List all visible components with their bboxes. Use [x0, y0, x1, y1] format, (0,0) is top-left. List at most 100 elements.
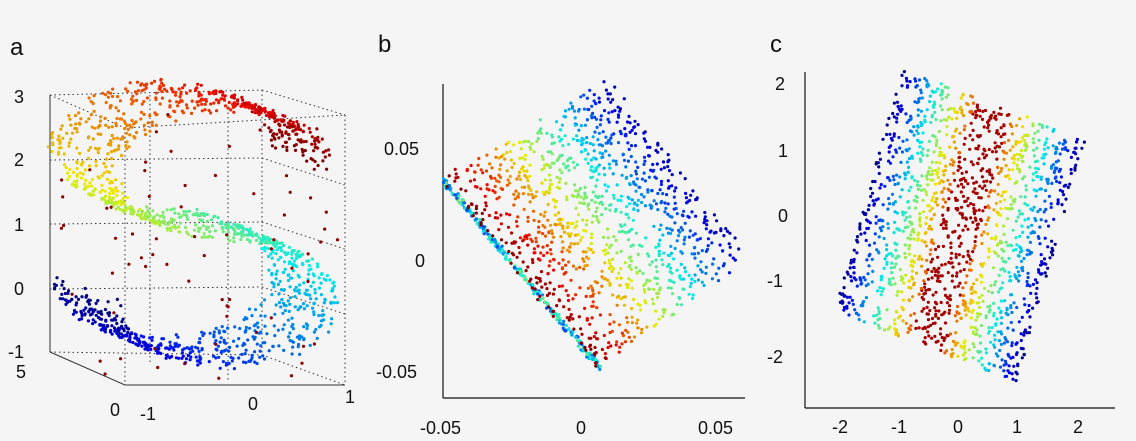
panel-b-point — [636, 252, 640, 256]
panel-c-point — [940, 313, 944, 317]
panel-c-point — [973, 239, 977, 244]
panel-a-point — [282, 260, 287, 264]
panel-b-point — [605, 243, 609, 247]
panel-c-point — [961, 294, 966, 298]
panel-b-point — [617, 350, 621, 354]
panel-c-point — [862, 275, 866, 280]
panel-a-point — [106, 95, 110, 99]
panel-a-point — [124, 205, 128, 210]
panel-c-point — [848, 295, 852, 299]
panel-b-point — [590, 104, 594, 108]
panel-a-point — [312, 149, 316, 153]
panel-a-point — [75, 173, 79, 177]
panel-a-point — [94, 313, 98, 317]
panel-a-point — [108, 186, 112, 190]
panel-c-point — [905, 215, 909, 220]
panel-c-point — [891, 202, 896, 206]
panel-c-point — [867, 243, 872, 247]
panel-a-point — [286, 299, 290, 303]
panel-a-point — [263, 110, 267, 114]
panel-b-point — [595, 178, 599, 182]
panel-b-point — [586, 152, 590, 156]
panel-c-point — [967, 348, 971, 352]
panel-b-point — [591, 300, 595, 304]
panel-c-point — [857, 317, 861, 322]
panel-a-point — [316, 262, 320, 266]
panel-a-point — [84, 120, 88, 124]
panel-c-point — [904, 148, 908, 152]
panel-c-point — [928, 252, 932, 256]
panel-c-point — [898, 195, 902, 199]
panel-c-point — [983, 286, 987, 291]
panel-b-point — [512, 265, 517, 270]
panel-b-point — [483, 208, 487, 212]
panel-c-point — [1058, 181, 1062, 185]
panel-a-point — [96, 132, 100, 136]
panel-c-point — [857, 313, 861, 317]
panel-c-point — [917, 97, 921, 101]
panel-b-point — [542, 253, 546, 258]
panel-b-point — [517, 245, 521, 250]
panel-c-point — [924, 288, 928, 292]
panel-c-point — [851, 265, 856, 269]
panel-c-point — [970, 176, 975, 180]
panel-c-point — [946, 271, 950, 275]
panel-a-x-tick: 0 — [248, 394, 258, 414]
panel-a-point — [165, 346, 169, 350]
panel-c-point — [974, 318, 978, 322]
panel-a-point — [114, 124, 118, 128]
panel-b-point — [581, 250, 586, 254]
panel-c-point — [1035, 286, 1039, 290]
panel-b-point — [703, 217, 707, 221]
panel-a-point — [71, 131, 75, 135]
panel-c-point — [1020, 315, 1024, 319]
panel-a-point — [96, 147, 100, 151]
panel-b-point — [564, 263, 568, 267]
panel-a-point — [109, 150, 114, 154]
panel-b-point — [675, 239, 679, 243]
panel-b-point — [642, 162, 646, 166]
panel-a-point — [285, 148, 289, 152]
panel-c-point — [982, 180, 986, 184]
panel-c-point — [907, 165, 911, 169]
panel-c-point — [1063, 146, 1068, 150]
panel-c-point — [939, 82, 943, 86]
panel-c-point — [924, 342, 928, 346]
panel-c-point — [1068, 182, 1072, 186]
panel-a-point — [96, 151, 100, 155]
panel-c-point — [874, 221, 878, 225]
panel-a-noise-point — [127, 262, 131, 266]
panel-b-point — [582, 228, 586, 232]
panel-a-point — [243, 352, 247, 356]
panel-b-point — [495, 197, 499, 201]
panel-b-x-ticks: -0.05 0 0.05 — [420, 418, 733, 438]
panel-a-point — [279, 245, 283, 250]
panel-b-point — [679, 277, 683, 281]
panel-c-point — [1009, 320, 1013, 325]
panel-c-point — [958, 131, 962, 135]
panel-c-point — [998, 287, 1002, 291]
panel-a-point — [291, 327, 295, 331]
panel-c-point — [933, 168, 938, 173]
panel-c-point — [859, 232, 863, 236]
panel-a-noise-point — [309, 196, 313, 200]
panel-c-point — [1002, 369, 1006, 373]
panel-b-point — [693, 273, 697, 277]
panel-b-point — [609, 243, 613, 247]
panel-a-point — [214, 98, 218, 102]
panel-b-point — [500, 187, 505, 191]
panel-c-point — [1032, 205, 1036, 209]
panel-a-point — [327, 148, 331, 152]
panel-c-point — [1056, 200, 1060, 205]
panel-a-point — [304, 139, 308, 144]
panel-b-point — [690, 252, 694, 256]
panel-c-point — [961, 92, 965, 96]
panel-b-point — [594, 331, 598, 335]
panel-a-point — [266, 246, 270, 251]
panel-b-point — [525, 176, 529, 180]
panel-a-point — [327, 153, 331, 157]
panel-c-point — [1032, 188, 1036, 192]
panel-b-point — [647, 175, 652, 179]
panel-b-point — [675, 268, 679, 272]
panel-a-point — [99, 115, 103, 119]
